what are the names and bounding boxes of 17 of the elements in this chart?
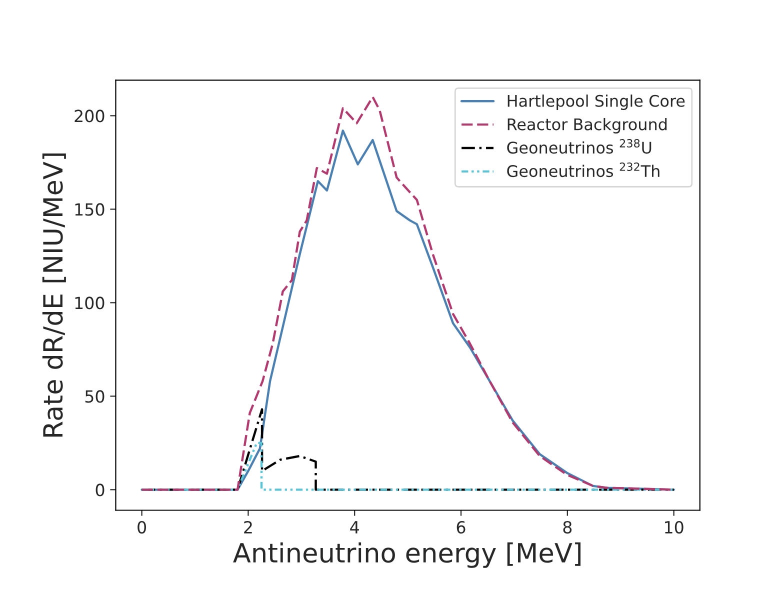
- y-axis-title: Rate dR/dE [NIU/MeV]: [42, 153, 66, 437]
- x-tick-label: 2: [244, 520, 252, 534]
- y-tick-label: 50: [85, 390, 104, 403]
- x-tick-label: 6: [456, 520, 466, 534]
- y-tick-label: 0: [96, 484, 104, 496]
- y-tick-label: 200: [74, 110, 104, 122]
- y-tick-label: 100: [75, 296, 104, 310]
- x-tick-label: 4: [350, 521, 359, 534]
- legend-label: Geoneutrinos $^{238}$U: [507, 139, 652, 154]
- legend-label: Hartlepool Single Core: [508, 94, 685, 110]
- x-axis-title: Antineutrino energy [MeV]: [233, 542, 580, 568]
- y-tick-label: 150: [75, 203, 104, 216]
- legend-label: Reactor Background: [508, 118, 667, 134]
- x-tick-label: 10: [665, 520, 684, 534]
- x-tick-label: 0: [138, 520, 146, 534]
- legend-label: Geoneutrinos $^{232}$Th: [507, 162, 660, 178]
- x-tick-label: 8: [563, 520, 572, 534]
